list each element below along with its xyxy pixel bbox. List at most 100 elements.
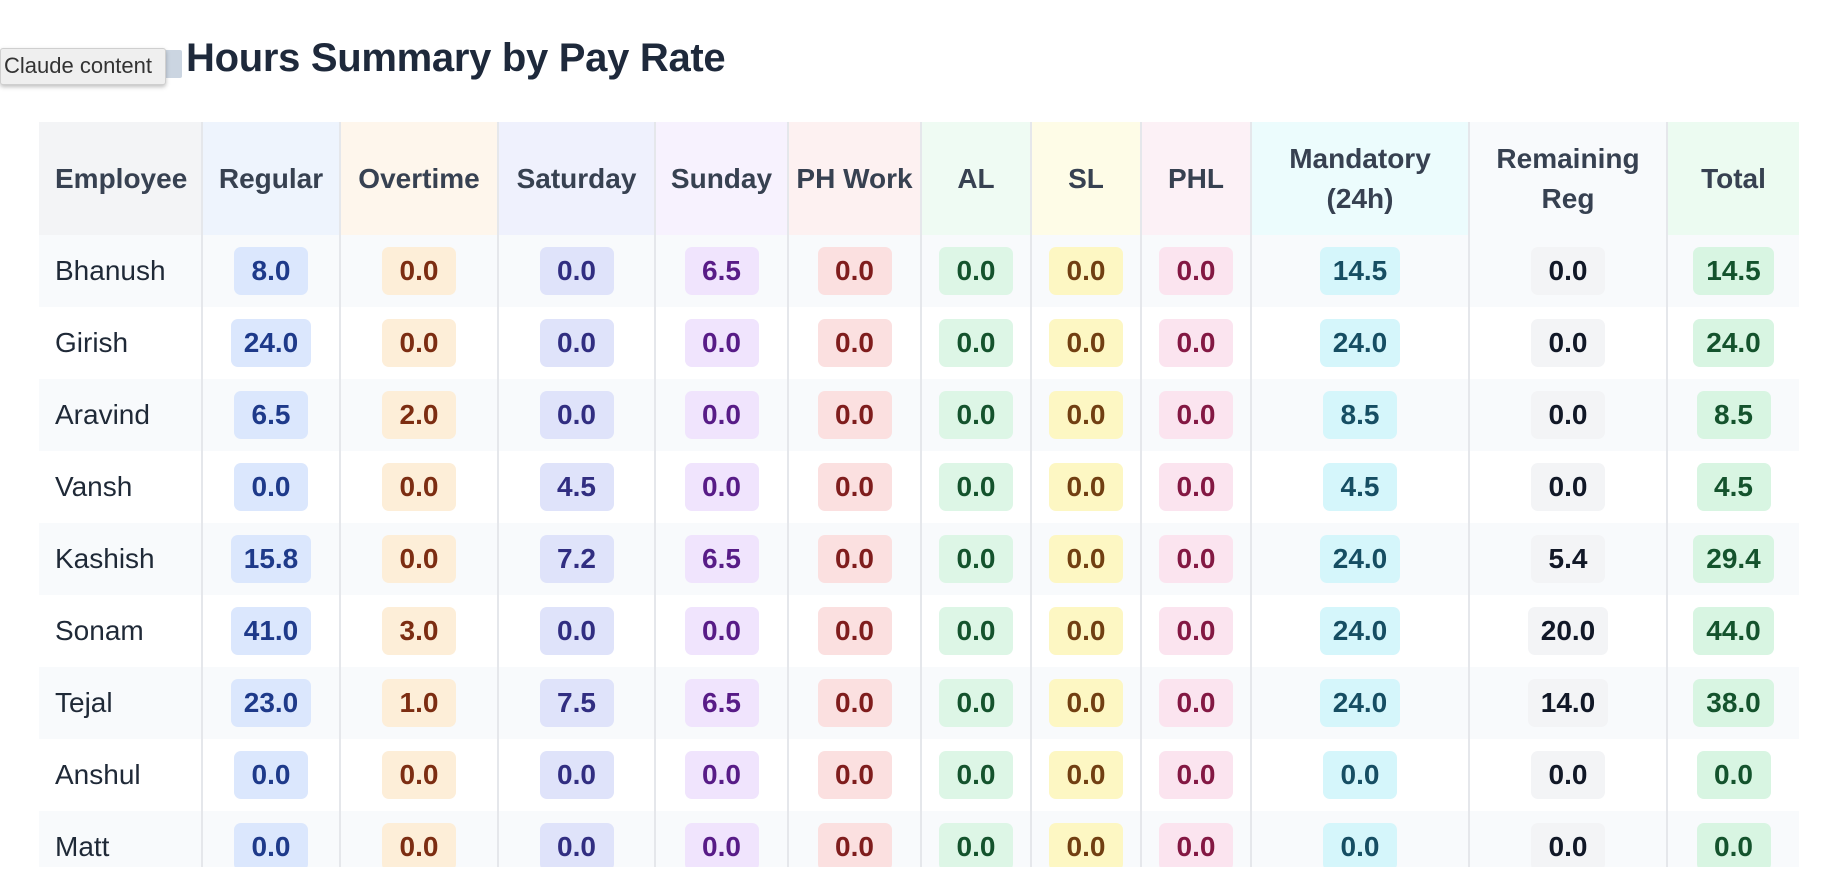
sunday-value-badge: 0.0 bbox=[684, 319, 759, 367]
overtime-value-badge: 1.0 bbox=[382, 679, 456, 727]
cell-saturday: 0.0 bbox=[497, 235, 655, 307]
mandatory-value-badge: 8.5 bbox=[1323, 391, 1397, 439]
saturday-value-badge: 4.5 bbox=[539, 463, 614, 511]
ph-work-value-badge: 0.0 bbox=[817, 463, 892, 511]
cell-regular: 24.0 bbox=[201, 307, 340, 379]
page-title: Hours Summary by Pay Rate bbox=[186, 36, 726, 80]
cell-total: 14.5 bbox=[1666, 235, 1799, 307]
ph-work-value-badge: 0.0 bbox=[817, 319, 892, 367]
cell-saturday: 7.5 bbox=[497, 667, 655, 739]
hours-table: Employee Regular Overtime Saturday Sunday PH … bbox=[39, 122, 1799, 867]
column-header-saturday[interactable]: Saturday bbox=[497, 122, 655, 235]
hours-table-container[interactable]: Employee Regular Overtime Saturday Sunday PH … bbox=[39, 122, 1799, 867]
cell-mandatory: 24.0 bbox=[1250, 595, 1469, 667]
employee-name: Matt bbox=[39, 811, 202, 867]
cell-mandatory: 4.5 bbox=[1250, 451, 1469, 523]
cell-total: 0.0 bbox=[1666, 739, 1799, 811]
mandatory-value-badge: 24.0 bbox=[1319, 535, 1401, 583]
al-value-badge: 0.0 bbox=[939, 607, 1013, 655]
cell-ph-work: 0.0 bbox=[787, 595, 921, 667]
cell-regular: 0.0 bbox=[201, 451, 340, 523]
column-header-al[interactable]: AL bbox=[920, 122, 1031, 235]
cell-ph-work: 0.0 bbox=[787, 379, 921, 451]
cell-sunday: 0.0 bbox=[654, 811, 788, 867]
saturday-value-badge: 0.0 bbox=[539, 391, 614, 439]
overtime-value-badge: 0.0 bbox=[382, 319, 456, 367]
table-row: Tejal 23.0 1.0 7.5 6.5 0.0 0.0 0.0 0.0 24.0 14.0 38… bbox=[39, 667, 1799, 739]
remaining-value-badge: 5.4 bbox=[1531, 535, 1605, 583]
total-value-badge: 14.5 bbox=[1693, 247, 1774, 295]
cell-saturday: 7.2 bbox=[497, 523, 655, 595]
column-header-regular[interactable]: Regular bbox=[201, 122, 340, 235]
mandatory-value-badge: 24.0 bbox=[1319, 679, 1401, 727]
column-header-total[interactable]: Total bbox=[1666, 122, 1799, 235]
regular-value-badge: 6.5 bbox=[234, 391, 308, 439]
cell-al: 0.0 bbox=[920, 811, 1031, 867]
column-header-sl[interactable]: SL bbox=[1030, 122, 1141, 235]
cell-sl: 0.0 bbox=[1030, 451, 1141, 523]
cell-overtime: 1.0 bbox=[339, 667, 498, 739]
cell-overtime: 0.0 bbox=[339, 451, 498, 523]
column-header-phl[interactable]: PHL bbox=[1140, 122, 1251, 235]
cell-phl: 0.0 bbox=[1140, 595, 1251, 667]
cell-sunday: 6.5 bbox=[654, 235, 788, 307]
sunday-value-badge: 0.0 bbox=[684, 751, 759, 799]
table-row: Bhanush 8.0 0.0 0.0 6.5 0.0 0.0 0.0 0.0 14.5 0.0 14… bbox=[39, 235, 1799, 307]
cell-phl: 0.0 bbox=[1140, 667, 1251, 739]
employee-name: Girish bbox=[39, 307, 202, 379]
employee-name: Vansh bbox=[39, 451, 202, 523]
column-header-remaining[interactable]: Remaining Reg bbox=[1468, 122, 1667, 235]
sunday-value-badge: 6.5 bbox=[684, 247, 759, 295]
sl-value-badge: 0.0 bbox=[1049, 391, 1123, 439]
column-header-overtime[interactable]: Overtime bbox=[339, 122, 498, 235]
column-header-employee[interactable]: Employee bbox=[39, 122, 202, 235]
saturday-value-badge: 7.2 bbox=[539, 535, 614, 583]
column-header-mandatory[interactable]: Mandatory (24h) bbox=[1250, 122, 1469, 235]
saturday-value-badge: 0.0 bbox=[539, 247, 614, 295]
table-header: Employee Regular Overtime Saturday Sunday PH … bbox=[39, 122, 1799, 235]
saturday-value-badge: 0.0 bbox=[539, 607, 614, 655]
cell-sl: 0.0 bbox=[1030, 739, 1141, 811]
mandatory-value-badge: 24.0 bbox=[1319, 319, 1401, 367]
ph-work-value-badge: 0.0 bbox=[817, 607, 892, 655]
cell-remaining: 0.0 bbox=[1468, 307, 1667, 379]
cell-al: 0.0 bbox=[920, 307, 1031, 379]
cell-remaining: 20.0 bbox=[1468, 595, 1667, 667]
employee-name: Anshul bbox=[39, 739, 202, 811]
cell-overtime: 0.0 bbox=[339, 811, 498, 867]
cell-regular: 15.8 bbox=[201, 523, 340, 595]
cell-total: 0.0 bbox=[1666, 811, 1799, 867]
cell-mandatory: 0.0 bbox=[1250, 811, 1469, 867]
column-header-ph-work[interactable]: PH Work bbox=[787, 122, 921, 235]
cell-saturday: 0.0 bbox=[497, 379, 655, 451]
cell-overtime: 0.0 bbox=[339, 523, 498, 595]
regular-value-badge: 24.0 bbox=[230, 319, 312, 367]
cell-saturday: 0.0 bbox=[497, 595, 655, 667]
cell-al: 0.0 bbox=[920, 235, 1031, 307]
cell-saturday: 0.0 bbox=[497, 307, 655, 379]
table-row: Kashish 15.8 0.0 7.2 6.5 0.0 0.0 0.0 0.0 24.0 5.4 2… bbox=[39, 523, 1799, 595]
overtime-value-badge: 3.0 bbox=[382, 607, 456, 655]
cell-phl: 0.0 bbox=[1140, 379, 1251, 451]
employee-name: Aravind bbox=[39, 379, 202, 451]
sl-value-badge: 0.0 bbox=[1049, 679, 1123, 727]
sunday-value-badge: 6.5 bbox=[684, 535, 759, 583]
cell-sl: 0.0 bbox=[1030, 667, 1141, 739]
total-value-badge: 29.4 bbox=[1693, 535, 1774, 583]
sunday-value-badge: 0.0 bbox=[684, 823, 759, 867]
al-value-badge: 0.0 bbox=[939, 319, 1013, 367]
cell-remaining: 5.4 bbox=[1468, 523, 1667, 595]
sunday-value-badge: 0.0 bbox=[684, 463, 759, 511]
column-header-sunday[interactable]: Sunday bbox=[654, 122, 788, 235]
cell-ph-work: 0.0 bbox=[787, 523, 921, 595]
phl-value-badge: 0.0 bbox=[1159, 247, 1233, 295]
total-value-badge: 8.5 bbox=[1696, 391, 1771, 439]
regular-value-badge: 8.0 bbox=[234, 247, 308, 295]
remaining-value-badge: 0.0 bbox=[1531, 823, 1605, 867]
tooltip: Claude content bbox=[0, 48, 166, 85]
table-row: Anshul 0.0 0.0 0.0 0.0 0.0 0.0 0.0 0.0 0.0 0.0 0.0 bbox=[39, 739, 1799, 811]
header-row: Employee Regular Overtime Saturday Sunday PH … bbox=[39, 122, 1799, 235]
phl-value-badge: 0.0 bbox=[1159, 823, 1233, 867]
ph-work-value-badge: 0.0 bbox=[817, 751, 892, 799]
cell-phl: 0.0 bbox=[1140, 307, 1251, 379]
